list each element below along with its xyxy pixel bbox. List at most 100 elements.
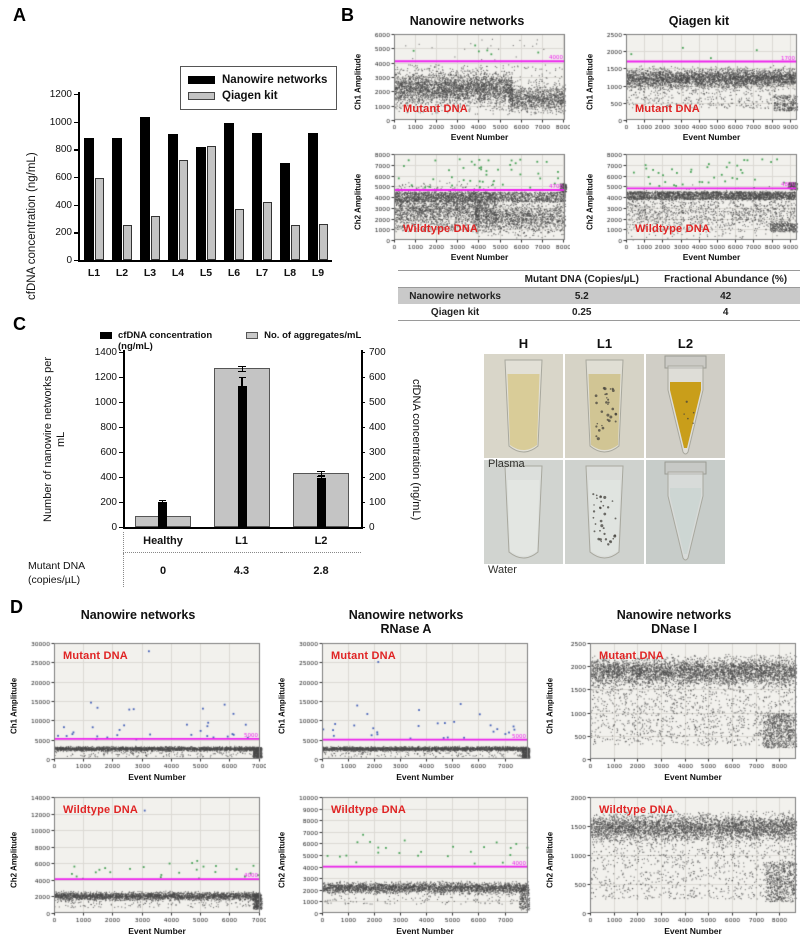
y-tick-mark — [74, 149, 78, 151]
tube-photo-water-H — [484, 460, 563, 564]
y-axis-label: Ch1 Amplitude — [585, 53, 595, 110]
x-axis-label: Event Number — [128, 926, 186, 936]
mutant-dna-row-label: Mutant DNA (copies/µL) — [28, 560, 86, 586]
mutant-value-l1: 4.3 — [233, 565, 250, 577]
nanowire-swatch — [188, 76, 215, 84]
scatter-plot-b1-nanowire-ch1: Ch1 Amplitude Mutant DNA Event Number — [352, 30, 570, 145]
table-corner-cell — [398, 270, 513, 288]
annotation-mutant-dna: Mutant DNA — [331, 650, 396, 662]
panel-b-title-nanowire: Nanowire networks — [409, 14, 525, 28]
legend-item-nanowire: Nanowire networks — [188, 72, 327, 88]
legend-label: Nanowire networks — [222, 74, 328, 86]
error-cap — [159, 499, 167, 501]
table-row: Nanowire networks 5.2 42 — [398, 287, 800, 304]
photo-row-label-water: Water — [488, 564, 517, 576]
y-tick-label: 400 — [55, 199, 72, 211]
tube-illustration — [504, 465, 543, 559]
quantification-table: Mutant DNA (Copies/µL) Fractional Abunda… — [398, 270, 800, 321]
y-tick-mark — [74, 204, 78, 207]
right-tick-mark — [361, 377, 365, 379]
bar-qiagen-L5 — [206, 145, 216, 260]
left-tick-label: 1000 — [94, 397, 117, 408]
right-tick-label: 300 — [369, 447, 386, 458]
y-tick-label: 0 — [66, 255, 72, 266]
y-axis-label: Ch2 Amplitude — [585, 173, 595, 230]
cfdna-swatch — [100, 332, 112, 339]
scatter-canvas-d3-dnase-ch1 — [557, 638, 802, 773]
left-tick-label: 200 — [100, 497, 117, 508]
table-col-fractional: Fractional Abundance (%) — [651, 270, 800, 288]
mutant-value-l2: 2.8 — [313, 565, 329, 577]
panel-d-plot-grid: Ch1 Amplitude Mutant DNA Event Number Ch1 A… — [8, 606, 804, 942]
y-tick-mark — [74, 260, 78, 262]
bar-nanowire-L4 — [168, 134, 178, 260]
right-tick-label: 700 — [369, 347, 386, 358]
tube-illustration — [585, 359, 624, 453]
tube-photo-water-L1 — [565, 460, 644, 564]
x-category-L2: L2 — [115, 267, 129, 279]
bar-nanowire-L7 — [252, 132, 262, 260]
annotation-mutant-dna: Mutant DNA — [63, 650, 128, 662]
cfdna-bar-L2 — [316, 478, 326, 527]
photo-col-header-l2: L2 — [677, 336, 694, 351]
panel-c-bar-chart: cfDNA concentration (ng/mL) No. of aggre… — [28, 330, 448, 596]
scatter-canvas-b4-qiagen-ch2 — [596, 150, 802, 253]
x-category-L6: L6 — [227, 267, 241, 279]
x-category-L9: L9 — [311, 267, 325, 279]
panel-c-legend: cfDNA concentration (ng/mL) No. of aggre… — [100, 330, 361, 352]
right-tick-mark — [361, 527, 365, 529]
scatter-plot-d5-rnase-ch2: Ch2 Amplitude Wildtype DNA Event Number — [276, 792, 534, 939]
scatter-plot-d6-dnase-ch2: Ch2 Amplitude Wildtype DNA Event Number — [544, 792, 802, 939]
x-category-L1: L1 — [87, 267, 101, 279]
bar-qiagen-L7 — [262, 201, 272, 260]
right-tick-label: 0 — [369, 522, 375, 533]
x-axis-label: Event Number — [664, 772, 722, 782]
tube-photo-water-L2 — [646, 460, 725, 564]
legend-label: Qiagen kit — [222, 90, 278, 102]
y-tick-label: 800 — [55, 144, 72, 156]
right-tick-label: 600 — [369, 372, 386, 383]
error-cap — [238, 366, 246, 368]
legend-label: cfDNA concentration (ng/mL) — [118, 330, 213, 352]
panel-a-label: A — [13, 5, 26, 25]
left-tick-mark — [119, 502, 123, 504]
panel-c-plot-area: 0 200 400 600 800 1000 1200 1400 0 100 200 300 400 50… — [28, 342, 408, 533]
scatter-canvas-b3-nanowire-ch2 — [364, 150, 570, 253]
right-tick-mark — [361, 427, 365, 429]
y-axis-label: Ch2 Amplitude — [545, 831, 555, 888]
y-axis-line — [78, 92, 80, 262]
panel-a-y-axis-title: cfDNA concentration (ng/mL) — [26, 152, 38, 300]
scatter-plot-d4-nanowire-ch2: Ch2 Amplitude Wildtype DNA Event Number — [8, 792, 266, 939]
annotation-mutant-dna: Mutant DNA — [635, 103, 700, 115]
left-tick-mark — [119, 427, 123, 429]
bar-nanowire-L8 — [280, 163, 290, 260]
bar-qiagen-L8 — [290, 224, 300, 260]
left-tick-label: 1400 — [94, 347, 117, 358]
x-axis-line — [123, 527, 363, 529]
x-axis-label: Event Number — [396, 926, 454, 936]
fractional-abundance-value: 4 — [651, 304, 800, 321]
scatter-plot-b3-nanowire-ch2: Ch2 Amplitude Wildtype DNA Event Number — [352, 150, 570, 265]
bar-nanowire-L1 — [84, 138, 94, 260]
right-tick-label: 200 — [369, 472, 386, 483]
category-l1: L1 — [202, 532, 281, 553]
legend-item-aggregates: No. of aggregates/mL — [246, 330, 361, 341]
annotation-wildtype-dna: Wildtype DNA — [331, 804, 407, 816]
row-label: Qiagen kit — [398, 304, 513, 321]
left-tick-mark — [119, 402, 123, 404]
right-tick-mark — [361, 352, 365, 354]
bar-qiagen-L9 — [318, 224, 328, 260]
scatter-plot-d2-rnase-ch1: Ch1 Amplitude Mutant DNA Event Number — [276, 638, 534, 785]
tube-illustration — [664, 355, 707, 455]
y-tick-mark — [74, 121, 78, 124]
annotation-wildtype-dna: Wildtype DNA — [599, 804, 675, 816]
bar-nanowire-L5 — [196, 146, 206, 260]
x-axis-label: Event Number — [450, 252, 509, 262]
cfdna-error-Healthy — [162, 499, 164, 505]
error-cap — [238, 395, 246, 397]
tube-illustration — [664, 461, 707, 561]
photo-col-header-l1: L1 — [596, 336, 613, 351]
bar-nanowire-L2 — [112, 137, 122, 260]
tube-photo-plasma-L2 — [646, 354, 725, 458]
aggregate-error-L2 — [320, 470, 323, 476]
